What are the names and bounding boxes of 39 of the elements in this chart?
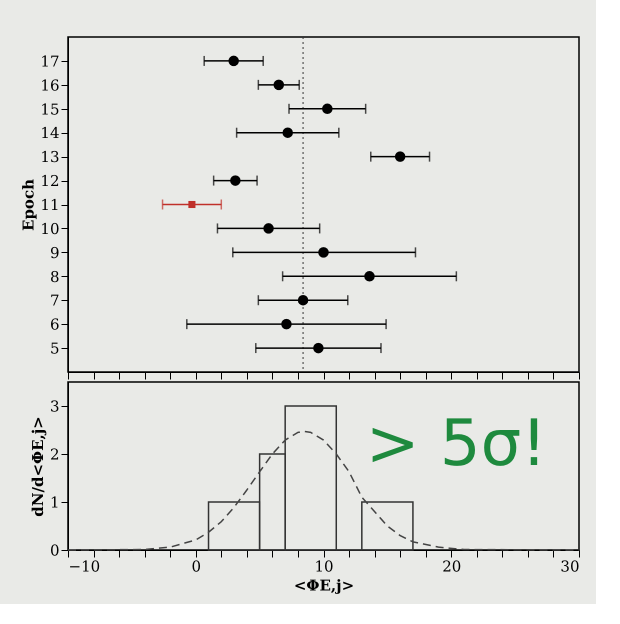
x-tick-label: 0 <box>191 558 202 576</box>
y-tick-label: 9 <box>50 244 60 262</box>
y-tick-label: 12 <box>40 172 60 190</box>
point <box>274 80 284 90</box>
y-tick-label: 13 <box>40 148 60 166</box>
y-tick-label: 10 <box>40 220 60 238</box>
point <box>298 294 308 306</box>
point <box>281 318 292 330</box>
y-tick-label: 8 <box>50 268 60 286</box>
x-axis-title: <ΦE,j> <box>294 576 354 594</box>
y-tick-label: 14 <box>40 124 60 142</box>
y-tick-label: 17 <box>40 52 60 70</box>
point <box>228 56 239 66</box>
annotation: > 5σ! <box>366 406 547 481</box>
point <box>313 342 324 354</box>
point <box>364 271 375 282</box>
y-axis-title: dN/d<ΦE,j> <box>28 416 47 517</box>
y-tick-label: 11 <box>40 196 60 214</box>
point <box>263 223 274 234</box>
y-tick-label: 15 <box>40 100 60 118</box>
point <box>394 151 406 162</box>
y-tick-label: 6 <box>50 316 60 334</box>
point <box>322 104 333 114</box>
x-tick-label: 10 <box>314 558 334 576</box>
point <box>230 175 241 186</box>
x-tick-label: −10 <box>68 558 100 576</box>
x-tick-label: 30 <box>560 558 580 576</box>
y-tick-label: 5 <box>50 340 60 358</box>
y-tick-label: 1 <box>50 494 60 512</box>
point <box>318 247 329 258</box>
y-tick-label: 7 <box>50 292 60 310</box>
point <box>282 127 293 138</box>
point <box>188 200 196 208</box>
y-tick-label: 2 <box>50 446 60 464</box>
y-tick-label: 0 <box>50 542 60 560</box>
x-tick-label: 20 <box>442 558 462 576</box>
y-tick-label: 3 <box>50 398 60 416</box>
y-tick-label: 16 <box>40 76 60 94</box>
y-axis-title: Epoch <box>19 178 38 231</box>
